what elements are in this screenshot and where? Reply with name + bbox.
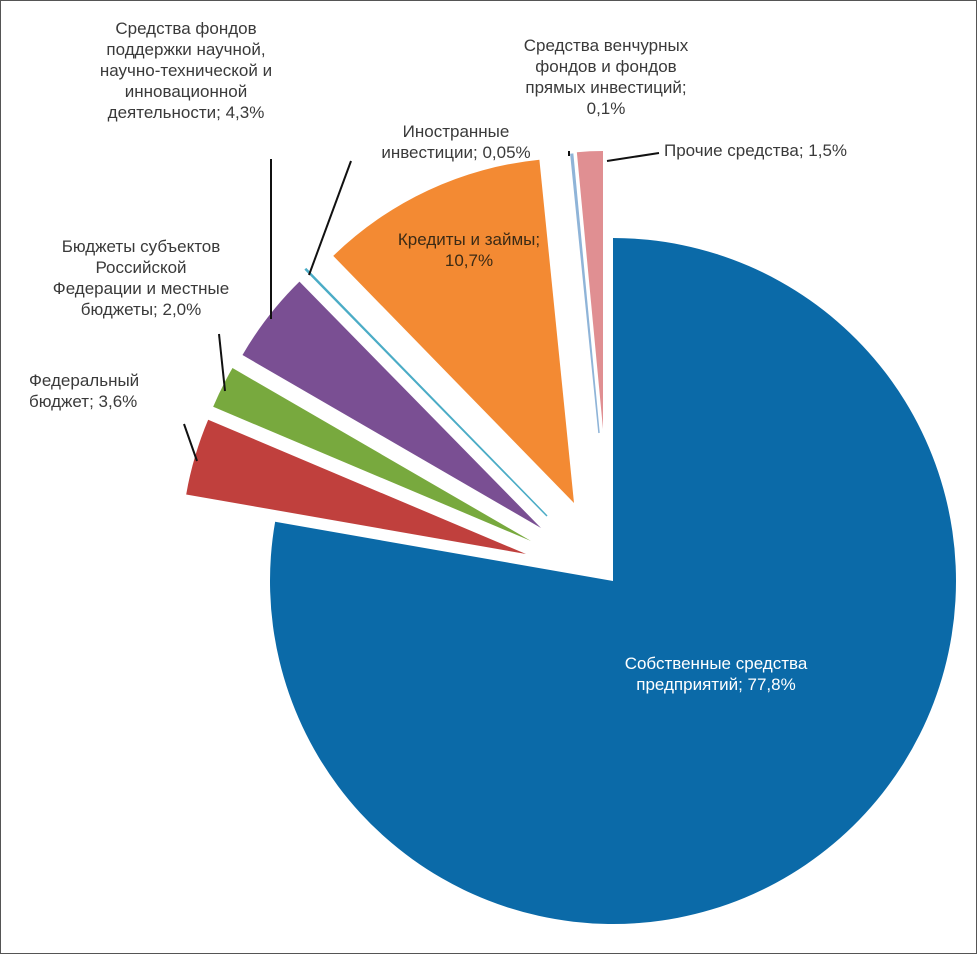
slice-science-funds — [242, 281, 541, 528]
label-federal-budget: Федеральный бюджет; 3,6% — [29, 371, 140, 411]
slice-foreign-investment — [304, 267, 548, 517]
label-regional-budgets: Бюджеты субъектов Российской Федерации и… — [52, 237, 230, 319]
leader-federal-budget — [183, 423, 198, 462]
slice-federal-budget — [186, 419, 526, 554]
leader-regional-budgets — [218, 333, 226, 392]
leader-other-funds — [606, 152, 660, 162]
label-venture-funds: Средства венчурных фондов и фондов прямы… — [523, 36, 689, 118]
label-science-funds: Средства фондов поддержки научной, научн… — [99, 19, 273, 122]
slice-venture-funds — [570, 153, 600, 434]
slice-credits-loans — [333, 159, 574, 503]
label-foreign-investment: Иностранные инвестиции; 0,05% — [381, 122, 531, 162]
label-other-funds: Прочие средства; 1,5% — [664, 141, 848, 160]
leader-foreign-investment — [308, 160, 352, 276]
slice-other-funds — [576, 151, 603, 429]
slice-own-funds — [270, 238, 956, 924]
label-credits-loans: Кредиты и займы; 10,7% — [397, 230, 541, 270]
label-own-funds: Собственные средства предприятий; 77,8% — [624, 654, 808, 694]
slice-regional-budgets — [213, 368, 531, 541]
